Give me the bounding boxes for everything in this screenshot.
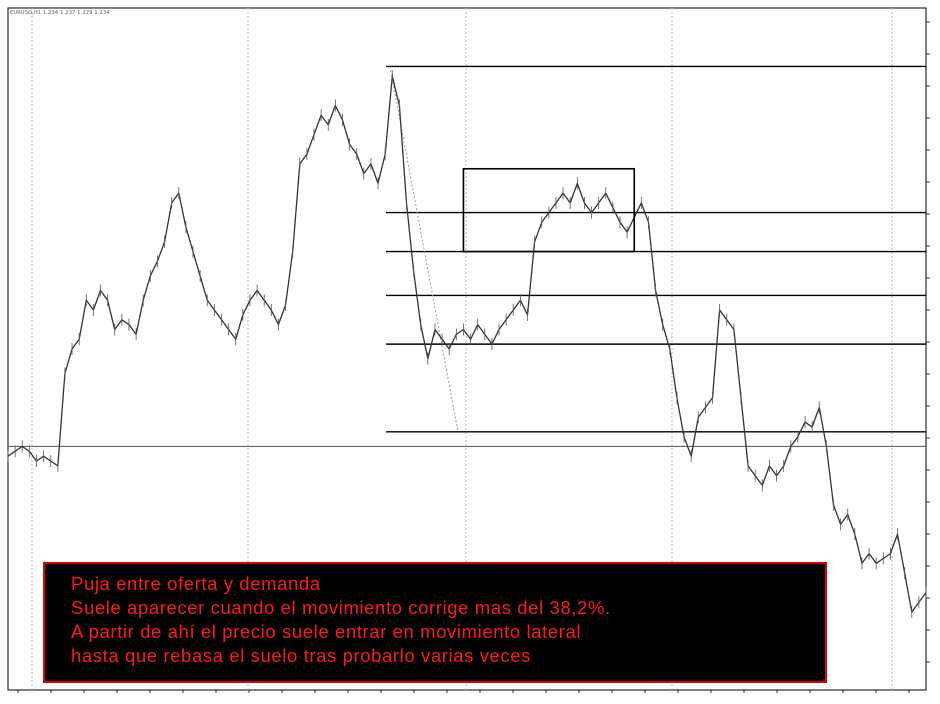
- price-series: [7, 70, 927, 619]
- annotation-line-1: Puja entre oferta y demanda: [71, 573, 321, 594]
- highlight-rectangle: [462, 167, 636, 253]
- annotation-line-3: A partir de ahí el precio suele entrar e…: [71, 621, 582, 642]
- axes: [17, 21, 930, 693]
- price-line: [7, 75, 927, 613]
- annotation-line-2: Suele aparecer cuando el movimiento corr…: [71, 597, 611, 618]
- annotation-line-4: hasta que rebasa el suelo tras probarlo …: [71, 645, 532, 666]
- consolidation-box: [462, 167, 636, 253]
- plot-frame: [7, 7, 927, 691]
- annotation-box: Puja entre oferta y demanda Suele aparec…: [43, 562, 827, 683]
- symbol-header: EURUSD,H1 1.234 1.237 1.229 1.234: [10, 10, 110, 16]
